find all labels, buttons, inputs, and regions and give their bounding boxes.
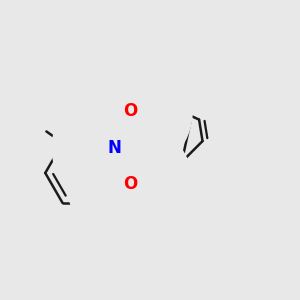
Text: O: O [123, 102, 137, 120]
Text: O: O [123, 175, 137, 193]
Circle shape [52, 86, 177, 210]
Circle shape [68, 49, 192, 174]
Circle shape [68, 122, 192, 246]
Text: N: N [108, 139, 122, 157]
